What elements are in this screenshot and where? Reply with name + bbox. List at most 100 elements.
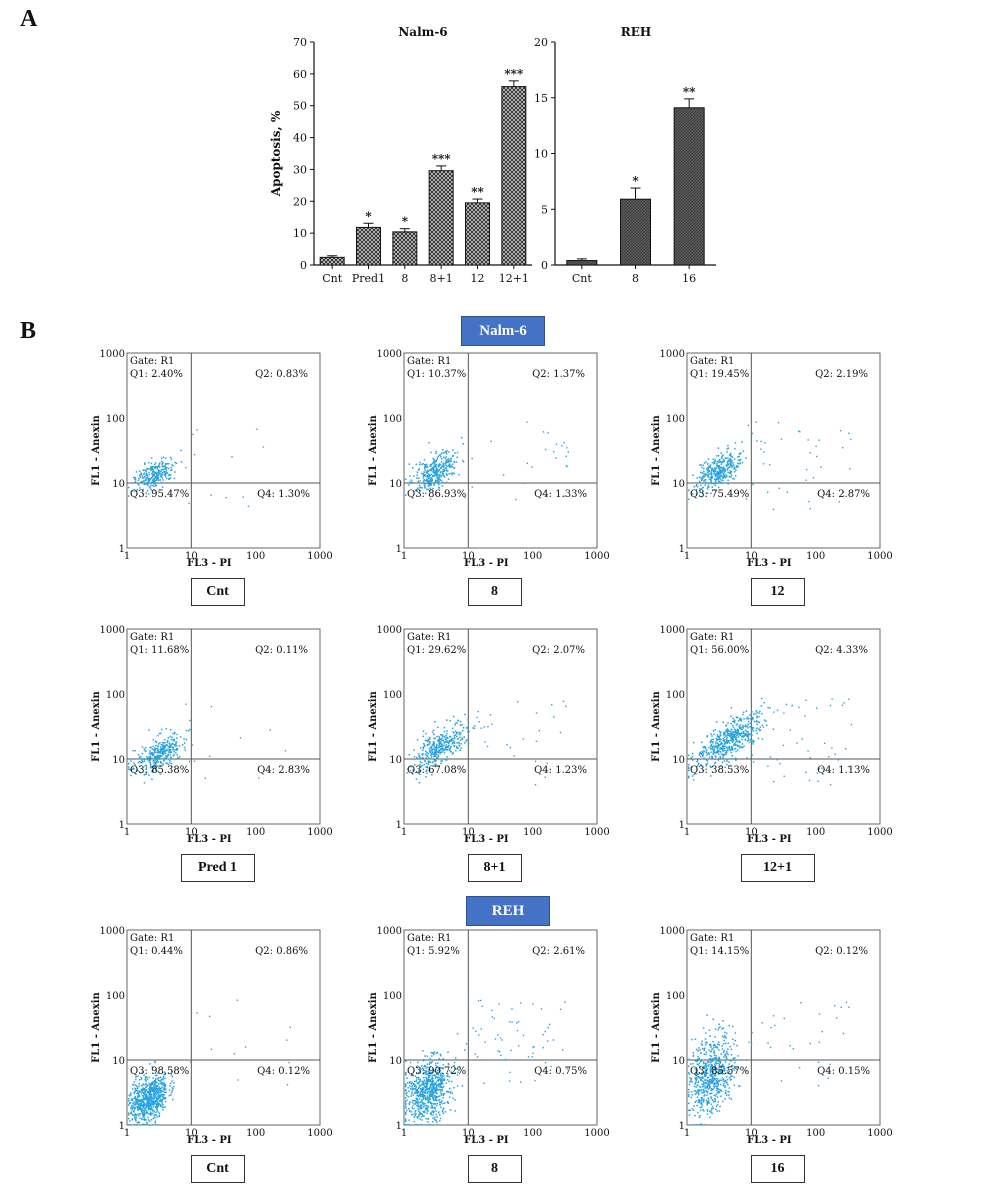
x-axis-label: FL3 - PI — [747, 834, 792, 845]
q1-value: Q1: 29.62% — [407, 645, 466, 656]
flow-plot: 11 10 10 100 100 1000 1000 FL3 - PI FL1 - Anexin… — [651, 926, 893, 1146]
bar — [566, 260, 598, 266]
bar — [428, 170, 454, 266]
flow-plot: 11 10 10 100 100 1000 1000 FL3 - PI FL1 - Anexin… — [651, 625, 893, 845]
y-tick-label: 0 — [541, 259, 548, 272]
y-tick-label: 10 — [112, 1056, 125, 1067]
x-axis-label: FL3 - PI — [464, 1135, 509, 1146]
y-tick-label: 1 — [396, 820, 402, 831]
x-tick-label: 1000 — [584, 827, 609, 838]
significance-mark: * — [402, 215, 409, 229]
significance-mark: *** — [432, 152, 452, 166]
x-tick-label: 100 — [523, 1128, 542, 1139]
y-tick-label: 15 — [534, 92, 548, 105]
x-tick-label: Pred1 — [352, 272, 385, 285]
plot-frame — [403, 352, 598, 549]
y-tick-label: 1000 — [377, 349, 402, 360]
y-tick-label: 100 — [106, 991, 125, 1002]
y-axis-label: FL1 - Anexin — [368, 991, 379, 1062]
y-tick-label: 1 — [679, 1121, 685, 1132]
gate-label: Gate: R1 — [407, 933, 451, 944]
y-tick-label: 100 — [383, 414, 402, 425]
y-tick-label: 60 — [293, 68, 307, 81]
gate-label: Gate: R1 — [690, 356, 734, 367]
x-tick-label: 100 — [806, 827, 825, 838]
y-tick-label: 20 — [534, 36, 548, 49]
y-tick-label: 1000 — [377, 926, 402, 937]
significance-mark: ** — [471, 185, 484, 199]
panel-label-a: A — [20, 6, 38, 32]
x-tick-label: 100 — [806, 1128, 825, 1139]
x-tick-label: 10 — [745, 1128, 758, 1139]
q4-value: Q4: 1.33% — [534, 489, 587, 500]
x-axis-label: FL3 - PI — [747, 1135, 792, 1146]
y-tick-label: 20 — [293, 195, 307, 208]
y-axis-label: FL1 - Anexin — [651, 414, 662, 485]
y-tick-label: 1 — [119, 820, 125, 831]
y-tick-label: 1000 — [660, 349, 685, 360]
q3-value: Q3: 75.49% — [690, 489, 749, 500]
x-tick-label: 1000 — [867, 1128, 892, 1139]
q3-value: Q3: 98.58% — [130, 1066, 189, 1077]
x-tick-label: 1000 — [584, 551, 609, 562]
bar — [465, 202, 490, 266]
x-tick-label: 1 — [401, 551, 407, 562]
dot-cloud — [128, 703, 291, 784]
x-tick-label: 10 — [462, 1128, 475, 1139]
y-tick-label: 10 — [389, 755, 402, 766]
plot-frame — [686, 352, 881, 549]
y-tick-label: 100 — [383, 991, 402, 1002]
q2-value: Q2: 2.07% — [532, 645, 585, 656]
q4-value: Q4: 2.87% — [817, 489, 870, 500]
x-tick-label: Cnt — [572, 272, 593, 285]
y-tick-label: 100 — [106, 690, 125, 701]
x-tick-label: 10 — [185, 551, 198, 562]
bar — [319, 256, 345, 266]
x-tick-label: 1000 — [307, 1128, 332, 1139]
y-tick-label: 10 — [672, 755, 685, 766]
q3-value: Q3: 85.38% — [130, 765, 189, 776]
y-axis-label: FL1 - Anexin — [368, 414, 379, 485]
y-axis-label: FL1 - Anexin — [368, 690, 379, 761]
bar-chart-1: 0 5 10 15 20 REH Cnt * 8 ** 16 — [534, 25, 716, 285]
y-tick-label: 1000 — [100, 926, 125, 937]
x-tick-label: 1 — [684, 827, 690, 838]
gate-label: Gate: R1 — [130, 356, 174, 367]
y-tick-label: 1 — [679, 544, 685, 555]
x-tick-label: 10 — [745, 827, 758, 838]
y-tick-label: 1000 — [377, 625, 402, 636]
x-axis-label: FL3 - PI — [187, 834, 232, 845]
q2-value: Q2: 4.33% — [815, 645, 868, 656]
q2-value: Q2: 2.19% — [815, 369, 868, 380]
bar — [673, 107, 705, 266]
q3-value: Q3: 90.72% — [407, 1066, 466, 1077]
y-axis-label: Apoptosis, % — [269, 110, 283, 197]
x-axis-label: FL3 - PI — [464, 834, 509, 845]
plot-frame — [126, 352, 321, 549]
dot-cloud — [128, 428, 265, 508]
flow-plot: 11 10 10 100 100 1000 1000 FL3 - PI FL1 - Anexin… — [368, 349, 610, 569]
sample-label-box: Cnt — [190, 578, 245, 606]
dot-cloud — [688, 421, 852, 511]
gate-label: Gate: R1 — [130, 632, 174, 643]
banner-reh: REH — [466, 896, 550, 926]
y-tick-label: 10 — [112, 479, 125, 490]
sample-label-box: Cnt — [190, 1155, 245, 1183]
x-axis-label: FL3 - PI — [747, 558, 792, 569]
plot-frame — [686, 628, 881, 825]
gate-label: Gate: R1 — [690, 933, 734, 944]
x-tick-label: 1 — [124, 827, 130, 838]
q4-value: Q4: 2.83% — [257, 765, 310, 776]
dot-cloud — [405, 999, 569, 1126]
x-tick-label: 10 — [185, 827, 198, 838]
q4-value: Q4: 0.75% — [534, 1066, 587, 1077]
sample-label-box: 12 — [750, 578, 805, 606]
y-tick-label: 10 — [672, 1056, 685, 1067]
q2-value: Q2: 0.11% — [255, 645, 308, 656]
x-tick-label: 100 — [246, 551, 265, 562]
x-axis-label: FL3 - PI — [464, 558, 509, 569]
x-tick-label: 12 — [471, 272, 485, 285]
x-tick-label: 1 — [124, 1128, 130, 1139]
bar — [501, 86, 527, 266]
